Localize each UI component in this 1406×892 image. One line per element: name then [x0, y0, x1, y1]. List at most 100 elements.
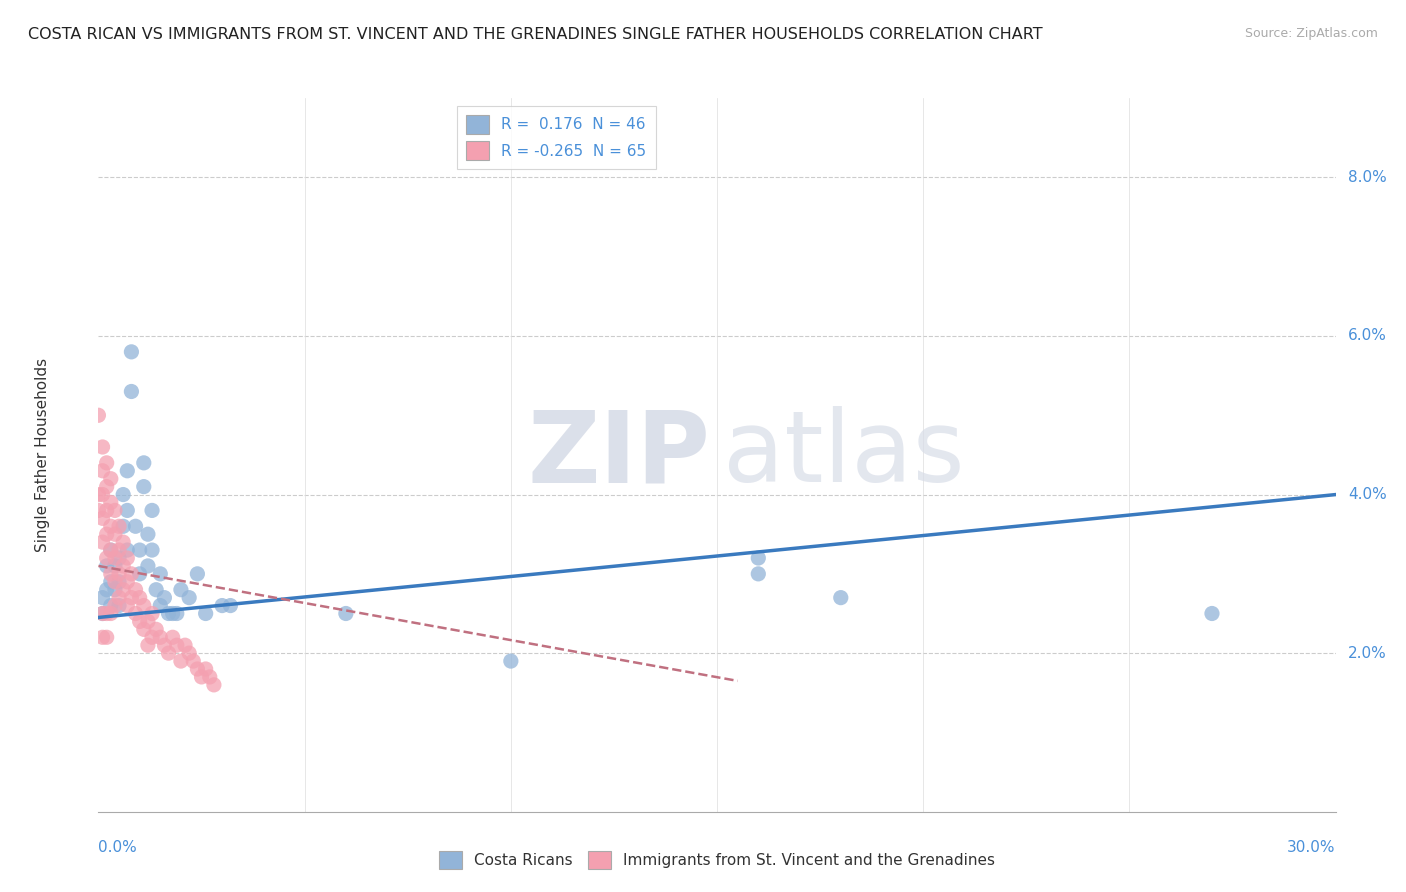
Point	[153, 638, 176, 652]
Point	[157, 607, 180, 621]
Point	[96, 527, 118, 541]
Point	[194, 662, 217, 676]
Text: 6.0%: 6.0%	[1348, 328, 1386, 343]
Point	[128, 566, 150, 581]
Point	[91, 630, 114, 644]
Point	[136, 527, 159, 541]
Point	[128, 615, 150, 629]
Point	[124, 519, 146, 533]
Point	[141, 503, 163, 517]
Point	[117, 599, 139, 613]
Point	[190, 670, 212, 684]
Point	[179, 646, 201, 660]
Point	[87, 409, 110, 423]
Point	[117, 543, 139, 558]
Point	[141, 630, 163, 644]
Point	[100, 574, 122, 589]
Point	[124, 607, 146, 621]
Point	[157, 646, 180, 660]
Point	[96, 558, 118, 573]
Point	[87, 487, 110, 501]
Point	[117, 464, 139, 478]
Point	[100, 472, 122, 486]
Point	[96, 456, 118, 470]
Point	[335, 607, 357, 621]
Point	[91, 607, 114, 621]
Point	[149, 566, 172, 581]
Point	[104, 551, 127, 566]
Point	[100, 607, 122, 621]
Text: atlas: atlas	[723, 407, 965, 503]
Text: Source: ZipAtlas.com: Source: ZipAtlas.com	[1244, 27, 1378, 40]
Point	[104, 582, 127, 597]
Point	[202, 678, 225, 692]
Point	[112, 535, 135, 549]
Point	[104, 503, 127, 517]
Point	[108, 591, 131, 605]
Point	[112, 582, 135, 597]
Point	[128, 591, 150, 605]
Point	[108, 543, 131, 558]
Point	[166, 607, 188, 621]
Point	[104, 558, 127, 573]
Point	[108, 551, 131, 566]
Point	[179, 591, 201, 605]
Point	[181, 654, 204, 668]
Point	[117, 503, 139, 517]
Text: ZIP: ZIP	[529, 407, 711, 503]
Point	[120, 566, 142, 581]
Point	[96, 503, 118, 517]
Point	[120, 344, 142, 359]
Point	[120, 384, 142, 399]
Point	[132, 456, 155, 470]
Point	[96, 607, 118, 621]
Point	[104, 599, 127, 613]
Point	[96, 551, 118, 566]
Point	[96, 480, 118, 494]
Point	[96, 582, 118, 597]
Point	[141, 607, 163, 621]
Point	[219, 599, 242, 613]
Point	[149, 630, 172, 644]
Point	[136, 615, 159, 629]
Point	[91, 607, 114, 621]
Point	[211, 599, 233, 613]
Point	[499, 654, 522, 668]
Point	[186, 566, 208, 581]
Point	[747, 551, 769, 566]
Point	[117, 574, 139, 589]
Point	[100, 495, 122, 509]
Text: Single Father Households: Single Father Households	[35, 358, 51, 552]
Point	[170, 654, 193, 668]
Point	[145, 582, 167, 597]
Point	[136, 638, 159, 652]
Point	[120, 591, 142, 605]
Point	[162, 630, 184, 644]
Point	[830, 591, 852, 605]
Point	[194, 607, 217, 621]
Point	[91, 440, 114, 454]
Point	[128, 543, 150, 558]
Point	[1201, 607, 1223, 621]
Point	[96, 630, 118, 644]
Text: 30.0%: 30.0%	[1288, 840, 1336, 855]
Text: 8.0%: 8.0%	[1348, 169, 1386, 185]
Point	[100, 566, 122, 581]
Point	[112, 558, 135, 573]
Point	[170, 582, 193, 597]
Point	[108, 599, 131, 613]
Point	[108, 566, 131, 581]
Point	[132, 599, 155, 613]
Point	[100, 543, 122, 558]
Point	[198, 670, 221, 684]
Point	[100, 543, 122, 558]
Point	[186, 662, 208, 676]
Point	[91, 464, 114, 478]
Point	[91, 591, 114, 605]
Point	[136, 558, 159, 573]
Point	[87, 503, 110, 517]
Text: 4.0%: 4.0%	[1348, 487, 1386, 502]
Point	[104, 574, 127, 589]
Point	[141, 543, 163, 558]
Point	[162, 607, 184, 621]
